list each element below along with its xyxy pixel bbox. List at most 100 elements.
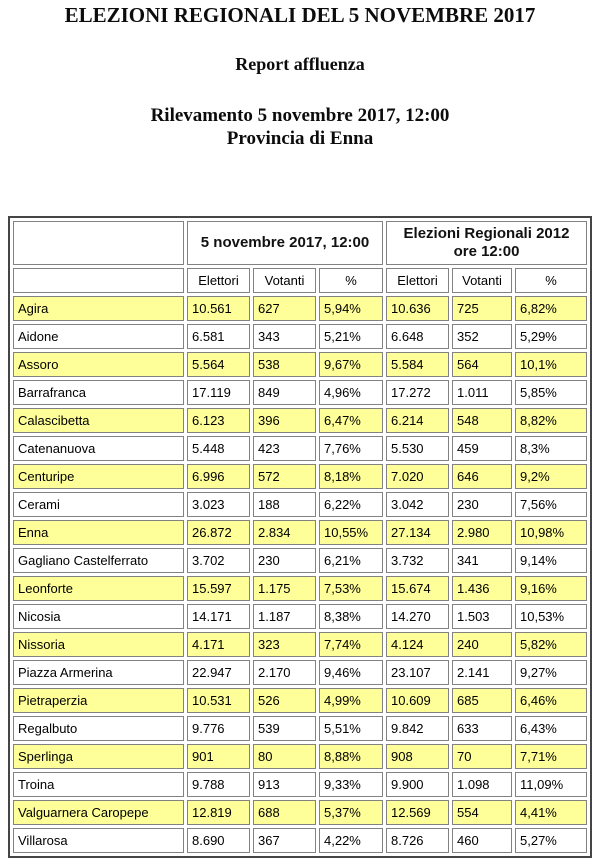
pct-2017-cell: 9,33% <box>319 772 383 798</box>
table-row: Villarosa 8.690 367 4,22% 8.726 460 5,27% <box>13 828 587 854</box>
pct-2012-cell: 10,98% <box>515 520 587 546</box>
pct-2012-cell: 5,27% <box>515 828 587 854</box>
pct-2017-cell: 4,96% <box>319 380 383 406</box>
pct-2012-cell: 9,16% <box>515 576 587 602</box>
votanti-2017-cell: 80 <box>253 744 316 770</box>
elettori-2017-cell: 26.872 <box>187 520 250 546</box>
col-header-elettori-2012: Elettori <box>386 268 449 294</box>
group-header-2012: Elezioni Regionali 2012 ore 12:00 <box>386 221 587 266</box>
elettori-2017-cell: 14.171 <box>187 604 250 630</box>
elettori-2017-cell: 10.531 <box>187 688 250 714</box>
table-row: Barrafranca 17.119 849 4,96% 17.272 1.011 5,85… <box>13 380 587 406</box>
votanti-2017-cell: 2.170 <box>253 660 316 686</box>
elettori-2012-cell: 3.732 <box>386 548 449 574</box>
sub-header-row: Elettori Votanti % Elettori Votanti % <box>13 268 587 294</box>
votanti-2017-cell: 539 <box>253 716 316 742</box>
elettori-2012-cell: 9.842 <box>386 716 449 742</box>
pct-2012-cell: 9,2% <box>515 464 587 490</box>
votanti-2017-cell: 538 <box>253 352 316 378</box>
survey-datetime: Rilevamento 5 novembre 2017, 12:00 <box>150 105 450 126</box>
elettori-2017-cell: 10.561 <box>187 296 250 322</box>
votanti-2017-cell: 230 <box>253 548 316 574</box>
elettori-2012-cell: 7.020 <box>386 464 449 490</box>
elettori-2017-cell: 22.947 <box>187 660 250 686</box>
elettori-2017-cell: 12.819 <box>187 800 250 826</box>
municipality-name: Leonforte <box>13 576 184 602</box>
elettori-2012-cell: 908 <box>386 744 449 770</box>
table-row: Piazza Armerina 22.947 2.170 9,46% 23.107 2.1… <box>13 660 587 686</box>
table-row: Valguarnera Caropepe 12.819 688 5,37% 12.569… <box>13 800 587 826</box>
elettori-2017-cell: 9.788 <box>187 772 250 798</box>
pct-2012-cell: 5,29% <box>515 324 587 350</box>
votanti-2017-cell: 188 <box>253 492 316 518</box>
elettori-2017-cell: 4.171 <box>187 632 250 658</box>
votanti-2017-cell: 1.175 <box>253 576 316 602</box>
municipality-name: Calascibetta <box>13 408 184 434</box>
elettori-2012-cell: 14.270 <box>386 604 449 630</box>
table-row: Aidone 6.581 343 5,21% 6.648 352 5,29% <box>13 324 587 350</box>
elettori-2017-cell: 6.996 <box>187 464 250 490</box>
pct-2017-cell: 4,22% <box>319 828 383 854</box>
votanti-2012-cell: 554 <box>452 800 512 826</box>
elettori-2012-cell: 10.636 <box>386 296 449 322</box>
votanti-2017-cell: 343 <box>253 324 316 350</box>
survey-info: Rilevamento 5 novembre 2017, 12:00 Provi… <box>0 104 600 150</box>
elettori-2012-cell: 4.124 <box>386 632 449 658</box>
municipality-name: Pietraperzia <box>13 688 184 714</box>
elettori-2017-cell: 6.123 <box>187 408 250 434</box>
votanti-2012-cell: 2.980 <box>452 520 512 546</box>
affluenza-table: 5 novembre 2017, 12:00 Elezioni Regional… <box>8 216 592 858</box>
votanti-2012-cell: 548 <box>452 408 512 434</box>
table-row: Regalbuto 9.776 539 5,51% 9.842 633 6,43% <box>13 716 587 742</box>
elettori-2012-cell: 6.648 <box>386 324 449 350</box>
votanti-2012-cell: 459 <box>452 436 512 462</box>
votanti-2012-cell: 1.098 <box>452 772 512 798</box>
votanti-2017-cell: 849 <box>253 380 316 406</box>
votanti-2012-cell: 725 <box>452 296 512 322</box>
municipality-name: Valguarnera Caropepe <box>13 800 184 826</box>
votanti-2012-cell: 1.011 <box>452 380 512 406</box>
pct-2012-cell: 6,82% <box>515 296 587 322</box>
pct-2017-cell: 7,74% <box>319 632 383 658</box>
pct-2012-cell: 10,1% <box>515 352 587 378</box>
pct-2012-cell: 6,43% <box>515 716 587 742</box>
table-row: Leonforte 15.597 1.175 7,53% 15.674 1.436 9,16… <box>13 576 587 602</box>
pct-2012-cell: 6,46% <box>515 688 587 714</box>
pct-2012-cell: 5,82% <box>515 632 587 658</box>
pct-2012-cell: 10,53% <box>515 604 587 630</box>
elettori-2012-cell: 17.272 <box>386 380 449 406</box>
group-header-2017: 5 novembre 2017, 12:00 <box>187 221 383 266</box>
col-header-pct-2017: % <box>319 268 383 294</box>
votanti-2012-cell: 685 <box>452 688 512 714</box>
table-row: Nicosia 14.171 1.187 8,38% 14.270 1.503 10,53% <box>13 604 587 630</box>
report-subtitle: Report affluenza <box>235 54 365 74</box>
votanti-2017-cell: 526 <box>253 688 316 714</box>
table-row: Cerami 3.023 188 6,22% 3.042 230 7,56% <box>13 492 587 518</box>
pct-2012-cell: 9,14% <box>515 548 587 574</box>
votanti-2012-cell: 352 <box>452 324 512 350</box>
votanti-2017-cell: 913 <box>253 772 316 798</box>
pct-2012-cell: 4,41% <box>515 800 587 826</box>
elettori-2012-cell: 9.900 <box>386 772 449 798</box>
pct-2017-cell: 5,21% <box>319 324 383 350</box>
municipality-name: Regalbuto <box>13 716 184 742</box>
municipality-name: Sperlinga <box>13 744 184 770</box>
elettori-2012-cell: 27.134 <box>386 520 449 546</box>
votanti-2012-cell: 341 <box>452 548 512 574</box>
votanti-2012-cell: 1.436 <box>452 576 512 602</box>
elettori-2017-cell: 3.702 <box>187 548 250 574</box>
pct-2017-cell: 9,46% <box>319 660 383 686</box>
votanti-2017-cell: 1.187 <box>253 604 316 630</box>
pct-2017-cell: 8,38% <box>319 604 383 630</box>
pct-2017-cell: 8,18% <box>319 464 383 490</box>
municipality-name: Troina <box>13 772 184 798</box>
pct-2017-cell: 5,51% <box>319 716 383 742</box>
pct-2017-cell: 6,22% <box>319 492 383 518</box>
survey-province: Provincia di Enna <box>226 128 374 150</box>
municipality-name: Centuripe <box>13 464 184 490</box>
elettori-2017-cell: 17.119 <box>187 380 250 406</box>
pct-2017-cell: 6,21% <box>319 548 383 574</box>
pct-2017-cell: 9,67% <box>319 352 383 378</box>
report-headings: ELEZIONI REGIONALI DEL 5 NOVEMBRE 2017 R… <box>0 3 600 150</box>
municipality-name: Enna <box>13 520 184 546</box>
